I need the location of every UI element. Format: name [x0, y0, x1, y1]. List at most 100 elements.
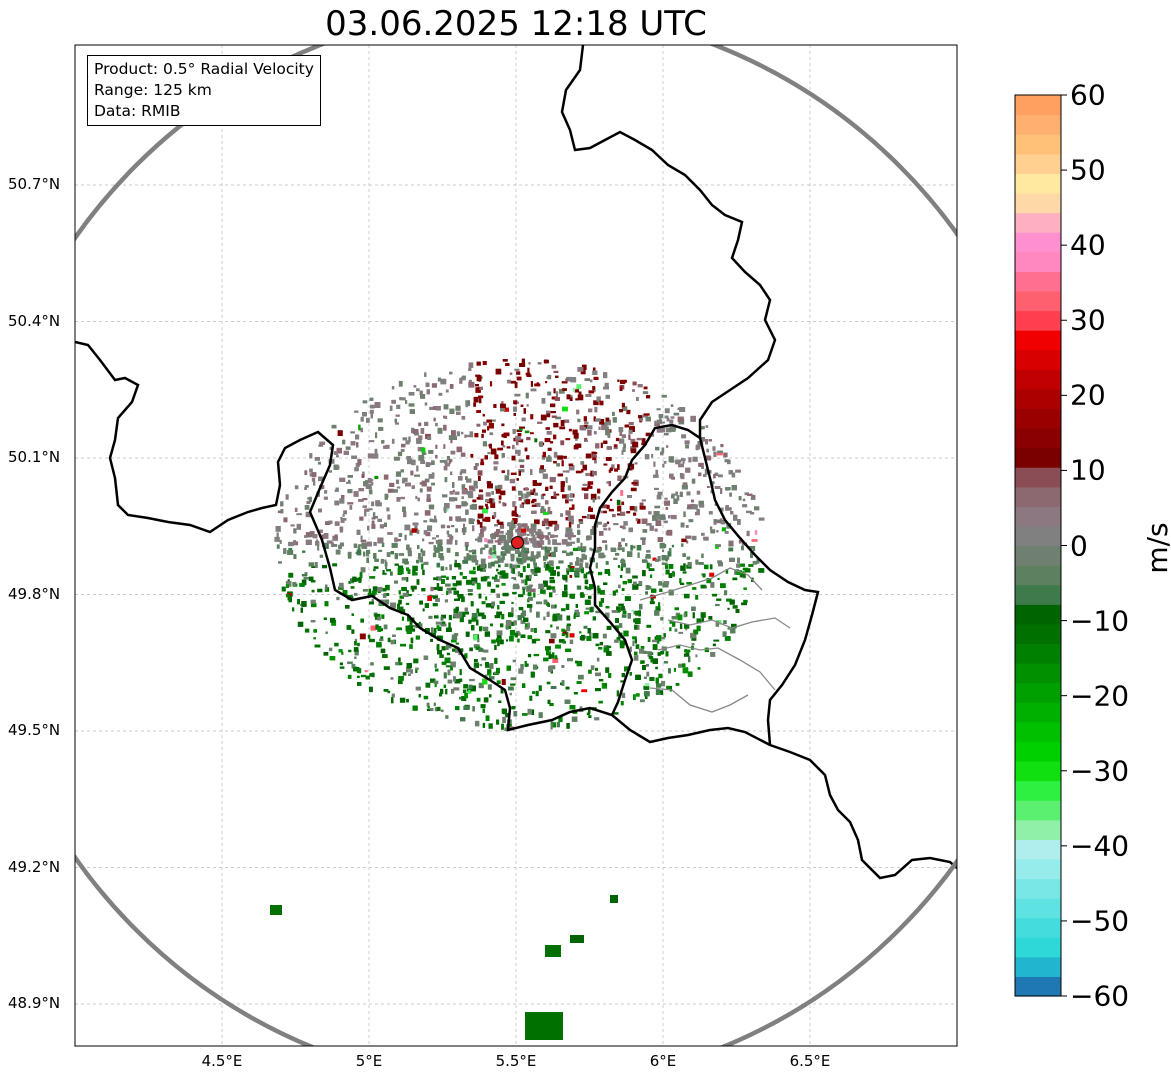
velocity-echo-cell	[623, 521, 628, 526]
velocity-echo-cell	[567, 658, 573, 662]
colorbar-segment	[1015, 369, 1061, 390]
velocity-echo-cell	[476, 497, 481, 500]
velocity-echo-cell	[509, 372, 513, 375]
velocity-echo-cell	[310, 620, 316, 623]
velocity-echo-cell	[692, 456, 698, 462]
velocity-echo-cell	[700, 584, 706, 589]
velocity-echo-cell	[425, 532, 431, 537]
velocity-echo-cell	[692, 587, 697, 590]
velocity-echo-cell	[679, 491, 683, 497]
velocity-echo-cell	[360, 567, 366, 573]
velocity-echo-cell	[319, 529, 323, 533]
velocity-echo-cell	[475, 538, 478, 541]
velocity-echo-cell	[454, 491, 460, 495]
velocity-echo-cell	[691, 478, 696, 484]
velocity-echo-cell	[710, 582, 715, 588]
velocity-echo-cell	[520, 620, 526, 624]
velocity-echo-cell	[339, 662, 343, 666]
velocity-echo-cell	[387, 514, 391, 520]
velocity-echo-cell	[468, 362, 474, 368]
velocity-echo-cell	[376, 502, 382, 507]
velocity-echo-cell	[304, 470, 308, 475]
velocity-echo-cell	[418, 553, 421, 558]
colorbar-segment	[1015, 212, 1061, 233]
velocity-echo-cell	[455, 706, 460, 711]
lon-tick-label: 4.5°E	[201, 1052, 243, 1070]
velocity-echo-cell	[293, 554, 297, 559]
velocity-echo-cell	[354, 592, 358, 596]
velocity-echo-cell	[645, 591, 648, 595]
velocity-echo-cell	[489, 381, 493, 387]
velocity-echo-cell	[336, 455, 339, 458]
velocity-echo-cell	[476, 608, 480, 613]
velocity-echo-cell	[523, 540, 528, 545]
colorbar-tick-label: −20	[1070, 679, 1130, 713]
velocity-echo-cell	[600, 442, 603, 449]
velocity-echo-cell	[438, 553, 444, 558]
velocity-echo-cell	[603, 372, 608, 379]
velocity-echo-cell	[468, 381, 475, 388]
velocity-echo-cell	[605, 612, 610, 619]
velocity-echo-cell	[736, 570, 742, 575]
velocity-echo-cell	[577, 394, 584, 401]
velocity-echo-cell	[747, 546, 754, 550]
velocity-echo-cell	[691, 535, 697, 541]
velocity-echo-cell	[450, 450, 456, 455]
velocity-echo-cell	[276, 532, 279, 538]
velocity-echo-cell	[669, 564, 674, 569]
velocity-echo-cell	[519, 504, 524, 508]
velocity-echo-cell	[692, 612, 695, 619]
velocity-echo-cell	[332, 544, 338, 547]
velocity-echo-cell	[653, 461, 656, 467]
velocity-echo-cell	[455, 504, 462, 509]
velocity-echo-cell	[384, 559, 387, 563]
velocity-echo-cell	[309, 531, 315, 536]
colorbar-tick-label: 10	[1070, 453, 1106, 487]
velocity-echo-cell	[322, 565, 327, 569]
velocity-echo-cell	[662, 582, 669, 588]
velocity-echo-cell	[421, 550, 426, 557]
colorbar-segment	[1015, 800, 1061, 821]
velocity-echo-cell	[328, 470, 332, 473]
velocity-echo-cell	[584, 437, 588, 442]
velocity-echo-cell	[476, 583, 481, 590]
velocity-echo-cell	[304, 572, 308, 576]
velocity-echo-cell	[555, 375, 559, 378]
velocity-echo-cell	[614, 468, 618, 472]
velocity-echo-cell	[499, 540, 504, 544]
velocity-echo-cell	[533, 488, 536, 493]
velocity-echo-cell	[491, 639, 496, 644]
velocity-echo-cell	[448, 588, 452, 594]
velocity-echo-cell	[516, 478, 519, 481]
velocity-echo-cell	[558, 388, 565, 394]
velocity-echo-cell	[673, 498, 678, 504]
velocity-echo-cell	[402, 672, 407, 676]
velocity-echo-cell	[510, 557, 515, 562]
velocity-echo-cell	[395, 661, 401, 666]
velocity-echo-cell	[426, 708, 433, 711]
velocity-echo-cell	[473, 480, 478, 487]
velocity-echo-cell	[455, 552, 459, 557]
velocity-echo-cell	[421, 563, 424, 570]
velocity-echo-cell	[476, 697, 481, 702]
velocity-echo-cell	[557, 455, 564, 460]
velocity-echo-cell	[447, 645, 452, 649]
velocity-echo-cell	[741, 602, 747, 606]
velocity-echo-cell	[594, 717, 600, 721]
velocity-echo-cell	[667, 551, 672, 557]
velocity-echo-cell	[334, 534, 338, 539]
velocity-echo-cell	[437, 544, 442, 548]
velocity-echo-cell	[499, 639, 504, 645]
velocity-echo-cell	[602, 540, 607, 543]
velocity-echo-cell	[440, 623, 447, 627]
velocity-echo-cell	[479, 522, 483, 528]
velocity-echo-cell	[680, 473, 685, 480]
velocity-echo-cell	[459, 377, 463, 384]
velocity-echo-cell	[445, 644, 449, 650]
velocity-echo-cell	[547, 699, 551, 704]
velocity-echo-cell	[606, 645, 612, 648]
velocity-echo-cell	[566, 541, 570, 547]
velocity-echo-cell	[546, 551, 549, 556]
velocity-echo-cell	[695, 595, 699, 600]
velocity-echo-cell	[696, 490, 701, 495]
